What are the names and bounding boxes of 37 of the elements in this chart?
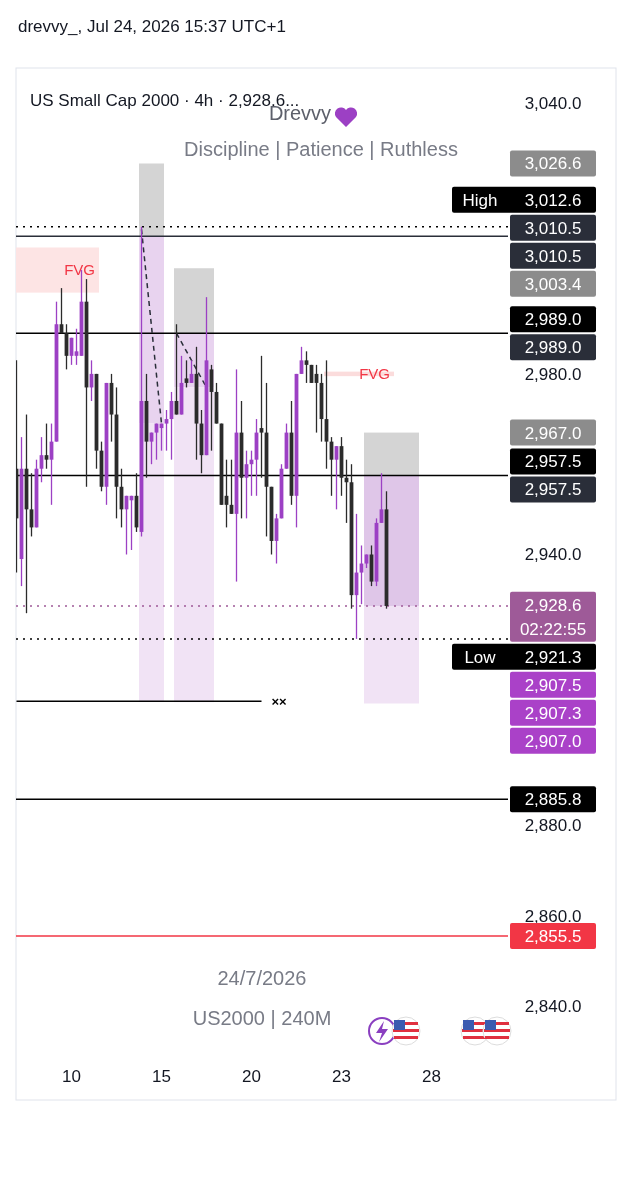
ref-line-label: 2,957.5 <box>524 452 582 472</box>
ref-line-label: 2,855.5 <box>524 926 582 946</box>
y-tick-label: 2,940.0 <box>524 545 582 565</box>
text: 2,957.5 <box>524 480 582 500</box>
annotation: Discipline | Patience | Ruthless <box>184 138 458 160</box>
text: 3,003.4 <box>524 274 582 294</box>
x-tick-label: 10 <box>62 1067 81 1086</box>
text: 2,907.0 <box>524 731 582 751</box>
y-tick-label: 2,880.0 <box>524 816 582 836</box>
ref-line-label: 3,012.6 <box>524 190 582 210</box>
text: 3,010.5 <box>524 246 582 266</box>
ref-line-label: 2,885.8 <box>524 790 582 810</box>
annotation: High <box>462 190 498 210</box>
ref-line-label: 2,989.0 <box>524 310 582 330</box>
text: 2,907.5 <box>524 675 582 695</box>
band-label: FVG <box>359 365 390 383</box>
y-tick-label: 2,860.0 <box>524 906 582 926</box>
ref-line-label: 2,921.3 <box>524 647 582 667</box>
y-tick-label: 2,980.0 <box>524 364 582 384</box>
annotation: 24/7/2026 <box>217 967 307 989</box>
x-tick-label: 20 <box>242 1067 261 1086</box>
text: 2,967.0 <box>524 423 582 443</box>
text: 3,026.6 <box>524 154 582 174</box>
text: 2,989.0 <box>524 338 582 358</box>
ref-line-label: 3,010.5 <box>524 218 582 238</box>
x-tick-label: 15 <box>152 1067 171 1086</box>
band-label: FVG <box>64 261 95 279</box>
y-tick-label: 2,840.0 <box>524 996 582 1016</box>
x-tick-label: 23 <box>332 1067 351 1086</box>
x-tick-label: 28 <box>422 1067 441 1086</box>
annotation: Low <box>464 647 497 667</box>
series-label: ×× <box>271 693 288 709</box>
y-tick-label: 3,040.0 <box>524 93 582 113</box>
text: US2000 | 240M <box>192 1007 332 1029</box>
text: 2,907.3 <box>524 703 582 723</box>
text: drevvy_, Jul 24, 2026 15:37 UTC+1 <box>18 17 286 36</box>
ref-line-label: 2,928.6 02:22:55 <box>519 595 587 639</box>
